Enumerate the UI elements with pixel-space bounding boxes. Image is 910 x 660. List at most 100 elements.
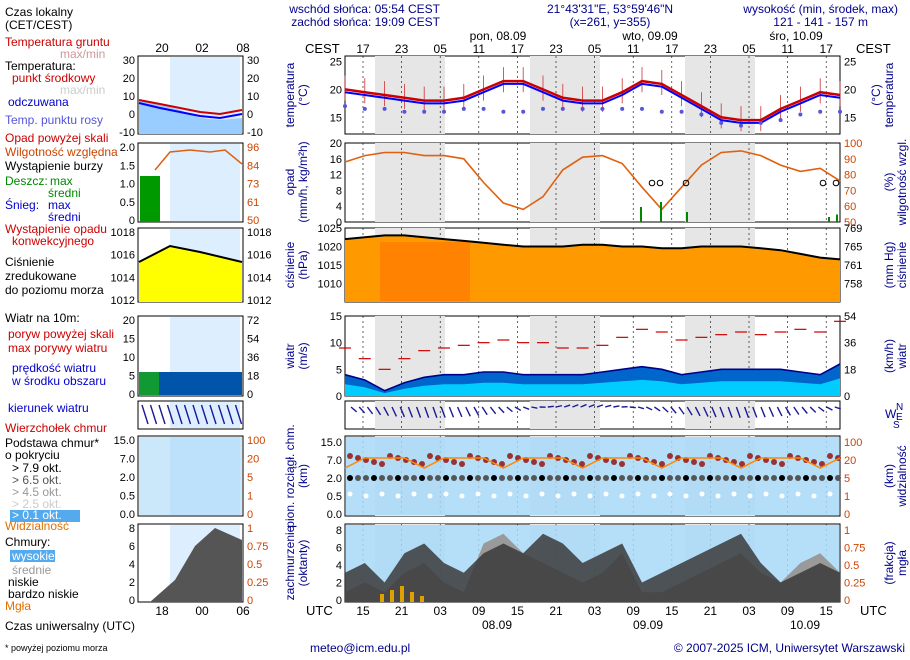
wind-dir-arrow	[637, 406, 645, 410]
legend-okt1: > 7.9 okt.	[12, 461, 62, 475]
cloud-dot-low	[347, 491, 353, 497]
fog-bar	[390, 590, 394, 602]
tick-label: 0.0	[327, 509, 342, 521]
wind-dir-arrow	[375, 406, 382, 416]
tick-label: 769	[844, 223, 862, 235]
tick-label: 0.25	[844, 578, 865, 590]
cloud-dot-low	[667, 491, 673, 497]
mini-tick: 61	[247, 197, 259, 209]
tick-label: 18	[844, 364, 856, 376]
mini-tick: 7.0	[120, 454, 135, 466]
cloud-dot-high	[747, 453, 753, 459]
precip-bar	[836, 214, 838, 222]
night-band	[685, 143, 755, 222]
cest-hour: 05	[434, 42, 448, 56]
cloud-dot-high	[611, 459, 617, 465]
precip-bar	[640, 207, 642, 222]
wind-area-light	[345, 378, 840, 396]
cloud-dot-mid	[579, 475, 585, 481]
legend-high-bg	[10, 550, 55, 562]
cloud-dot-mid	[371, 475, 377, 481]
tick-label: 36	[844, 338, 856, 350]
mini-wind-dir-arrow	[175, 404, 183, 425]
tick-label: 758	[844, 279, 862, 291]
tick-label: 4	[336, 560, 342, 572]
pressure-area	[345, 235, 840, 302]
dewpoint-point	[362, 106, 367, 111]
dewpoint-point	[521, 109, 526, 114]
legend-fog: Mgła	[5, 599, 31, 613]
mini-tick: 4	[129, 559, 135, 571]
legend-high: wysokie	[11, 549, 55, 563]
cloud-dot-mid	[827, 475, 833, 481]
wind-dir-arrow	[415, 406, 422, 418]
tick-label: 15	[330, 311, 342, 323]
wind-dir-arrow	[391, 406, 398, 417]
wind-dir-arrow	[555, 404, 563, 408]
temp-axis-unit-right: (°C)	[869, 84, 883, 105]
tick-label: 0.75	[844, 543, 865, 555]
wind-dir-arrow	[686, 406, 693, 416]
tick-label: 0	[844, 509, 850, 521]
legend-cloud-top: Wierzchołek chmur	[5, 421, 107, 435]
email-link[interactable]: meteo@icm.edu.pl	[310, 641, 410, 655]
mini-tick: -10	[119, 127, 135, 139]
mini-tick: 73	[247, 179, 259, 191]
cloud-dot-low	[539, 491, 545, 497]
utc-label-right: UTC	[860, 603, 887, 618]
cloud-dot-mid	[403, 475, 409, 481]
cloud-dot-mid	[723, 475, 729, 481]
cloud-dot-mid	[483, 475, 489, 481]
prec-axis-title: opad	[283, 169, 297, 196]
cloud-dot-high	[499, 461, 505, 467]
dewpoint-point	[699, 112, 704, 117]
cloud-dot-mid	[739, 475, 745, 481]
cest-hour: 23	[549, 42, 563, 56]
cloud-dot-low	[411, 491, 417, 497]
visibility-line	[344, 457, 841, 469]
main-panels: 2520152520152016128401009080706050102510…	[283, 29, 909, 632]
mini-tick: 0.5	[120, 197, 135, 209]
mini-wind-dir-arrow	[192, 404, 200, 425]
mini-temp-line	[138, 99, 243, 116]
temp-axis-unit: (°C)	[296, 84, 310, 105]
prec-axis-unit: (mm/h, kg/m²h)	[296, 141, 310, 222]
mini-sky	[139, 437, 242, 515]
wind-dir-arrow	[588, 403, 595, 408]
legend-ground-range: max/min	[60, 47, 105, 61]
cloud-dot-mid	[635, 475, 641, 481]
fog-bar	[400, 586, 404, 602]
utc-hour: 09	[781, 604, 795, 618]
wind-dir-arrow	[752, 406, 758, 418]
mini-tick: 15.0	[114, 435, 135, 447]
utc-hour: 03	[434, 604, 448, 618]
temp-axis-title-right: temperatura	[882, 62, 896, 127]
mini-tick: 20	[123, 73, 135, 85]
fog-bar	[380, 594, 384, 602]
legend-wind-mean2: w środku obszaru	[11, 374, 106, 388]
tick-label: 70	[844, 185, 856, 197]
pressure-stripe	[430, 242, 470, 301]
mini-tick: 10	[247, 91, 259, 103]
utc-hour: 15	[820, 604, 834, 618]
cest-hour: 11	[473, 42, 486, 56]
cloud-dot-mid	[803, 475, 809, 481]
tick-label: 20	[330, 138, 342, 150]
tick-label: 100	[844, 437, 862, 449]
fog-unit: (frakcja)	[882, 541, 896, 584]
legend-okt5: > 0.1 okt.	[12, 508, 62, 522]
cloud-dot-mid	[427, 475, 433, 481]
cloud-dot-mid	[435, 475, 441, 481]
cloud-dot-high	[619, 461, 625, 467]
tick-label: 0	[336, 595, 342, 607]
cloud-dot-high	[531, 459, 537, 465]
dewpoint-point	[382, 106, 387, 111]
cloud-dot-mid	[595, 475, 601, 481]
legend-utc: Czas uniwersalny (UTC)	[5, 619, 135, 633]
cloud-dot-low	[459, 493, 465, 499]
cloud-dot-high	[827, 453, 833, 459]
cloud-dot-mid	[555, 475, 561, 481]
wind-dir-arrow	[366, 406, 374, 415]
tick-label: 0.5	[844, 560, 859, 572]
cloud-dot-low	[699, 491, 705, 497]
